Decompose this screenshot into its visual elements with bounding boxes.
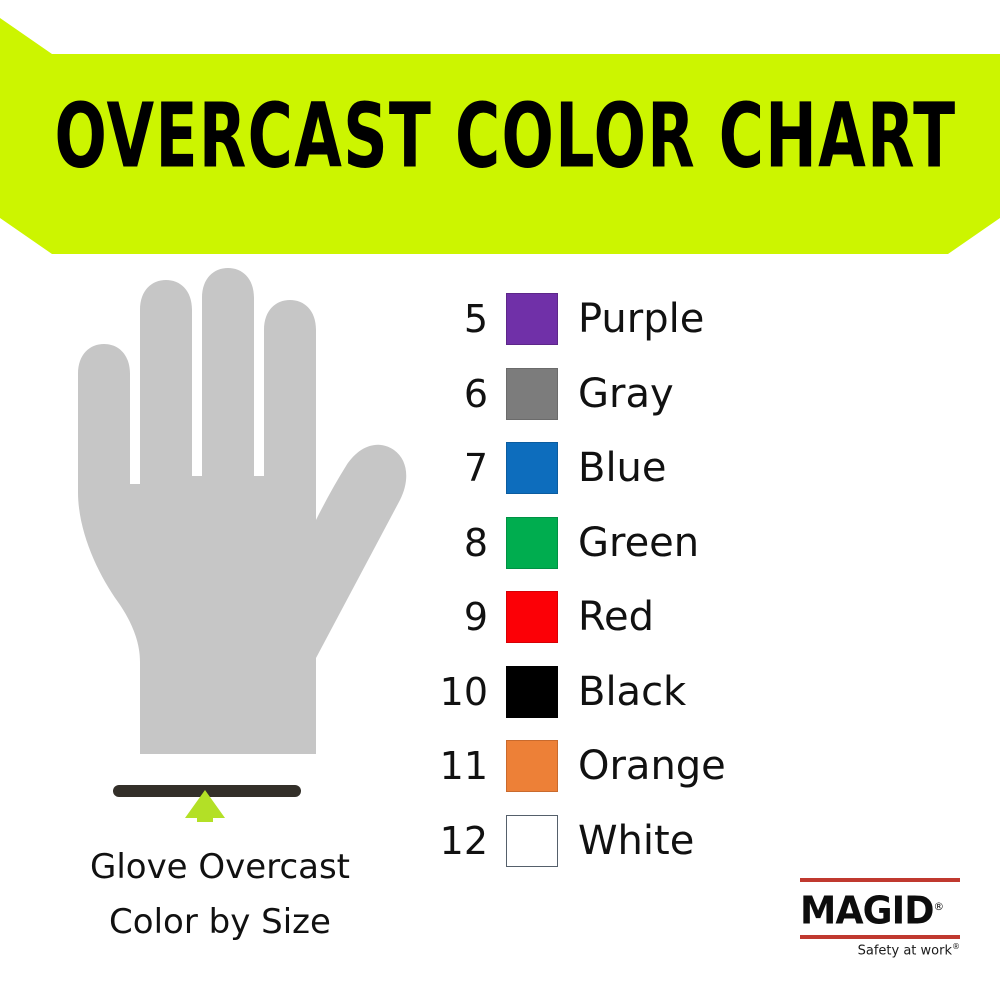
legend-row: 8 Green (420, 506, 840, 581)
legend-size-label: 11 (439, 744, 488, 789)
legend-color-name: Blue (578, 445, 667, 492)
legend-color-name: Black (578, 668, 687, 715)
banner: OVERCAST COLOR CHART (0, 18, 1000, 254)
legend-size-label: 7 (463, 446, 488, 491)
legend-color-swatch (506, 516, 558, 569)
legend-color-swatch (506, 442, 558, 495)
glove-overcast-bar (113, 785, 301, 797)
banner-polygon (0, 18, 1000, 254)
legend-row: 7 Blue (420, 431, 840, 506)
legend-size-label: 12 (439, 818, 488, 863)
logo-tagline-registered-icon: ® (952, 941, 960, 951)
glove-illustration (40, 262, 420, 822)
legend-size-label: 10 (439, 669, 488, 714)
glove-caption: Glove Overcast Color by Size (20, 840, 420, 950)
glove-svg (78, 268, 407, 822)
legend-row: 5 Purple (420, 282, 840, 357)
legend-row: 6 Gray (420, 357, 840, 432)
logo-tagline-text: Safety at work (857, 942, 952, 958)
arrow-up-icon (185, 790, 225, 822)
magid-logo: MAGID® Safety at work® (800, 878, 960, 958)
page-title-text: OVERCAST COLOR CHART (54, 83, 957, 189)
page-title: OVERCAST COLOR CHART (0, 0, 1000, 287)
logo-registered-icon: ® (933, 900, 945, 913)
legend-color-name: Purple (578, 296, 705, 343)
legend-row: 12 White (420, 804, 840, 879)
legend-size-label: 9 (463, 595, 488, 640)
banner-shape (0, 18, 1000, 254)
logo-wordmark: MAGID® (800, 887, 954, 931)
legend-size-label: 8 (463, 520, 488, 565)
legend-size-label: 5 (463, 297, 488, 342)
legend-color-name: Red (578, 594, 654, 641)
logo-wordmark-text: MAGID (800, 888, 935, 933)
legend-row: 11 Orange (420, 729, 840, 804)
legend-row: 10 Black (420, 655, 840, 730)
legend-color-name: Green (578, 519, 700, 566)
legend-color-swatch (506, 814, 558, 867)
legend-color-name: White (578, 817, 695, 864)
glove-hand-shape (78, 268, 407, 754)
legend-color-swatch (506, 591, 558, 644)
color-legend: 5 Purple 6 Gray 7 Blue 8 Green 9 Red 10 Black 11 Oran… (420, 282, 840, 878)
legend-color-swatch (506, 293, 558, 346)
legend-color-name: Gray (578, 370, 674, 417)
logo-rule-bottom (800, 934, 960, 939)
logo-tagline: Safety at work® (800, 942, 960, 958)
legend-color-swatch (506, 740, 558, 793)
legend-color-swatch (506, 665, 558, 718)
legend-color-swatch (506, 367, 558, 420)
logo-rule-top (800, 878, 960, 882)
legend-color-name: Orange (578, 743, 726, 790)
legend-row: 9 Red (420, 580, 840, 655)
legend-size-label: 6 (463, 371, 488, 416)
glove-caption-line-2: Color by Size (109, 902, 331, 943)
glove-caption-line-1: Glove Overcast (89, 847, 351, 887)
